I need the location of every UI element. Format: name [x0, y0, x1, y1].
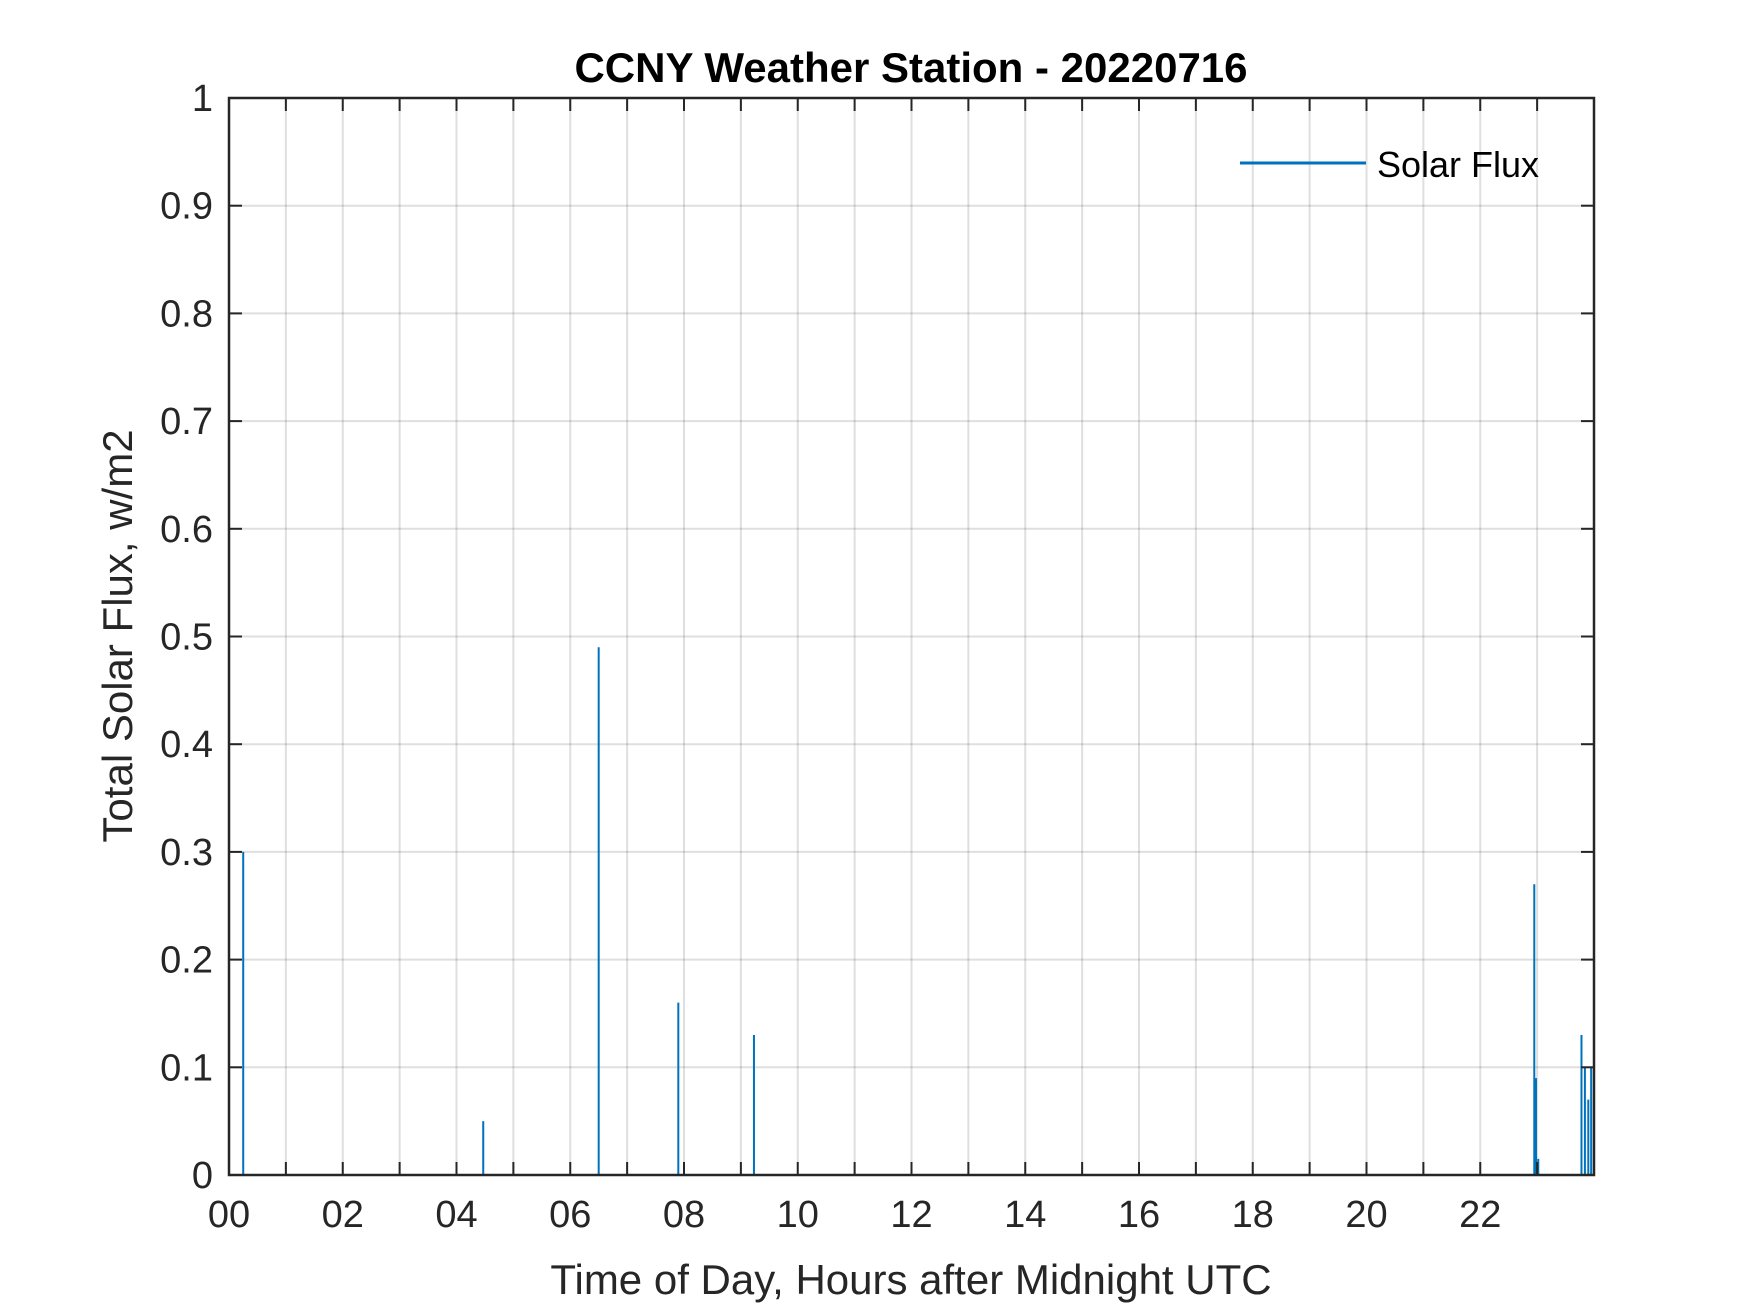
x-tick-label: 02 — [322, 1194, 364, 1236]
legend-label-solar-flux: Solar Flux — [1377, 144, 1539, 185]
y-tick-label: 1 — [192, 78, 213, 120]
x-tick-label: 14 — [1004, 1194, 1046, 1236]
x-tick-label: 06 — [549, 1194, 591, 1236]
plot-area — [229, 98, 1594, 1175]
x-tick-label: 22 — [1459, 1194, 1501, 1236]
x-tick-label: 12 — [890, 1194, 932, 1236]
y-tick-label: 0.4 — [160, 724, 213, 766]
x-tick-label: 18 — [1232, 1194, 1274, 1236]
x-tick-label: 04 — [435, 1194, 477, 1236]
x-axis-title: Time of Day, Hours after Midnight UTC — [550, 1256, 1271, 1303]
x-tick-label: 00 — [208, 1194, 250, 1236]
x-tick-label: 16 — [1118, 1194, 1160, 1236]
series-layer — [242, 647, 1593, 1175]
x-tick-labels: 00 02 04 06 08 10 12 14 16 18 20 22 — [208, 1194, 1502, 1236]
y-tick-labels: 0 0.1 0.2 0.3 0.4 0.5 0.6 0.7 0.8 0.9 1 — [160, 78, 213, 1197]
y-tick-label: 0.2 — [160, 940, 213, 982]
y-tick-label: 0.9 — [160, 186, 213, 228]
tick-marks — [229, 98, 1594, 1175]
x-tick-label: 08 — [663, 1194, 705, 1236]
y-tick-label: 0.7 — [160, 401, 213, 443]
y-tick-label: 0.6 — [160, 509, 213, 551]
y-tick-label: 0 — [192, 1155, 213, 1197]
y-tick-label: 0.8 — [160, 293, 213, 335]
y-tick-label: 0.5 — [160, 617, 213, 659]
x-tick-label: 10 — [777, 1194, 819, 1236]
x-tick-label: 20 — [1345, 1194, 1387, 1236]
y-tick-label: 0.1 — [160, 1047, 213, 1089]
y-tick-label: 0.3 — [160, 832, 213, 874]
y-axis-title: Total Solar Flux, w/m2 — [94, 429, 141, 842]
grid-lines — [229, 98, 1594, 1175]
legend: Solar Flux — [1240, 144, 1539, 185]
chart-title: CCNY Weather Station - 20220716 — [574, 44, 1247, 91]
